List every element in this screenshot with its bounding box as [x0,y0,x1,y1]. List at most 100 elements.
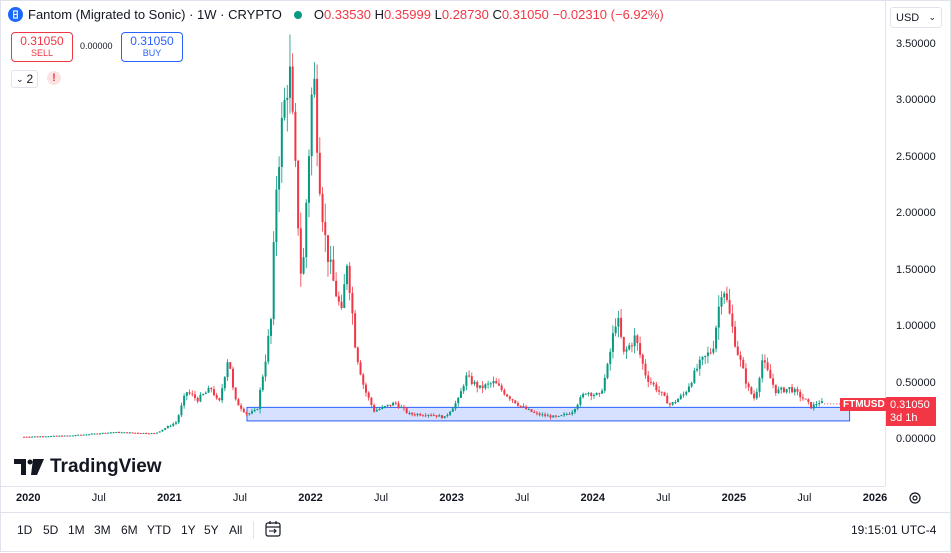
candle-body [397,403,400,408]
candle [364,382,367,397]
candle-body [207,388,210,393]
candle-body [598,393,601,395]
timeframe-button[interactable]: YTD [147,523,171,537]
candle [297,159,300,236]
candle [150,432,153,435]
candle [660,391,663,397]
candle-body [362,374,365,385]
candle-body [215,395,218,399]
candle [275,175,278,256]
timeframe-button[interactable]: All [229,523,243,537]
candle-body [639,343,642,355]
currency-selector[interactable]: USD ⌄ [890,7,942,28]
candle-body [584,393,587,395]
calendar-goto-icon[interactable] [264,520,282,538]
candle [620,308,623,339]
candle [185,391,188,401]
candle [568,412,571,415]
candle [815,400,818,408]
candle [166,425,169,429]
candle [234,387,237,401]
candle-body [796,388,799,392]
candle-body [307,156,310,203]
candle-body [23,436,25,438]
candle-body [288,66,291,98]
candle-body [791,387,794,393]
candle [283,87,286,121]
x-tick-label: Jul [797,492,812,504]
candle [343,273,346,309]
candle-body [633,335,636,347]
candle-body [500,385,503,391]
warning-icon[interactable]: ! [47,71,61,85]
candle-body [736,346,739,355]
support-range-rectangle[interactable] [246,406,851,422]
candle-body [242,408,245,413]
candle [696,363,699,373]
currency-label: USD [896,11,920,24]
candle [606,362,609,380]
candle [207,385,210,393]
symbol-title[interactable]: Fantom (Migrated to Sonic) · 1W · CRYPTO [28,7,282,22]
time-axis[interactable] [0,486,885,513]
candle-body [557,415,560,417]
candle [104,432,107,434]
candle-body [649,381,652,383]
candle-body [568,413,571,415]
candle-body [74,435,77,437]
timeframe-button[interactable]: 3M [94,523,111,537]
toolbar-divider [253,521,254,539]
candle-body [286,97,289,100]
timeframe-button[interactable]: 5D [43,523,59,537]
candle [647,370,650,388]
open-value: 0.33530 [323,7,371,22]
candle [188,389,191,396]
candle [516,401,519,407]
candle-body [218,398,221,401]
candle-body [785,388,788,393]
candle-body [766,362,769,370]
timeframe-button[interactable]: 1Y [181,523,196,537]
candle-body [497,383,500,386]
candle-body [267,335,270,362]
candle [641,353,644,370]
candle [427,414,430,418]
timeframe-button[interactable]: 1D [17,523,33,537]
candle [799,389,802,402]
candle-body [185,392,188,396]
candle [71,435,74,437]
candle-body [514,400,517,404]
gear-icon[interactable] [908,491,922,505]
timeframe-button[interactable]: 5Y [204,523,219,537]
candle [161,429,164,432]
tradingview-logo[interactable]: TradingView [14,456,162,478]
candle-body [660,391,663,393]
candle [400,404,403,408]
indicators-toggle[interactable]: ⌄ 2 [11,70,39,88]
candle [804,398,807,400]
candle-body [145,432,148,434]
candle-body [620,317,623,337]
candle [758,376,761,398]
candle [625,346,628,360]
candle-body [326,235,329,262]
candle [682,391,685,398]
candle [370,396,373,408]
candle-body [31,436,34,438]
plot-area[interactable] [0,0,885,486]
candle-body [128,432,131,434]
price-axis[interactable] [885,0,951,486]
buy-button[interactable]: 0.31050 BUY [121,32,183,62]
candle [52,435,55,437]
sell-button[interactable]: 0.31050 SELL [11,32,73,62]
timeframe-button[interactable]: 1M [68,523,85,537]
clock[interactable]: 19:15:01 UTC-4 [851,523,937,537]
price-chart[interactable] [0,0,885,486]
candle-body [725,293,728,300]
candle-body [329,259,332,262]
candle-body [734,326,737,347]
candle [294,102,297,168]
candle-body [549,415,552,418]
timeframe-button[interactable]: 6M [121,523,138,537]
candle [690,381,693,389]
